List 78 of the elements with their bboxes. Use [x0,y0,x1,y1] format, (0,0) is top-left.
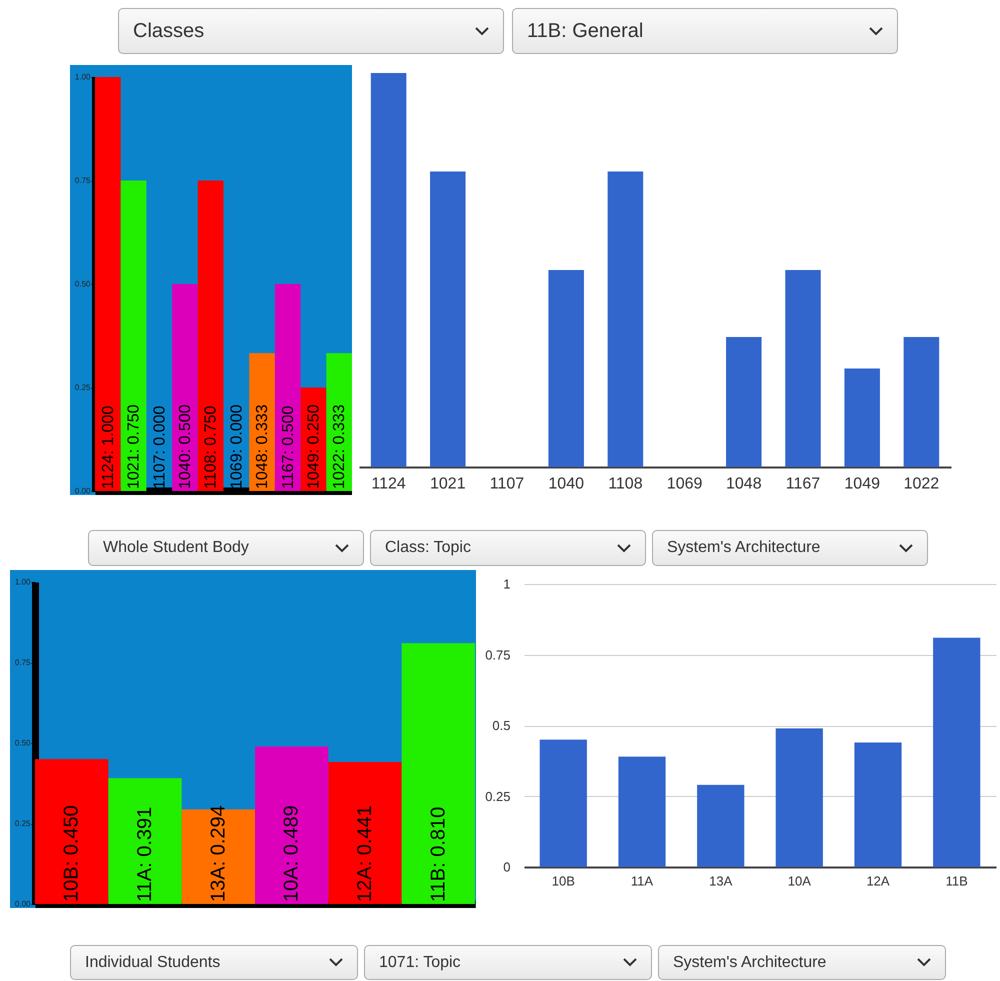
bar [854,742,902,867]
data-label: 10A: 0.489 [280,805,303,902]
bar [608,172,644,467]
bar [540,740,587,867]
bar [618,756,666,867]
y-tick-label: 0.25 [74,383,92,392]
bar [255,746,328,904]
x-tick-label: 1108 [608,476,643,492]
text: 1071: Topic [379,954,461,972]
text: System's Architecture [667,539,820,557]
data-label: 11A: 0.391 [134,806,156,902]
data-label: 1124: 1.000 [100,406,117,489]
x-tick-label: 11B [946,874,968,888]
data-label: 13A: 0.294 [207,805,230,902]
data-label: 1167: 0.500 [280,406,297,489]
x-tick-label: 11A [630,874,654,888]
bar [785,270,821,467]
bar [120,180,146,491]
x-tick-label: 13A [709,874,733,888]
bar [548,270,584,467]
bar [933,638,980,867]
y-tick-label: 1.00 [14,578,32,586]
bar [172,284,198,491]
bar [697,784,744,867]
y-tick-label: 0.50 [74,280,92,288]
data-label: 1048: 0.333 [254,404,272,489]
text: Individual Students [85,954,220,972]
bar [249,353,275,491]
data-label: 11B: 0.810 [427,806,450,902]
x-tick-label: 1022 [904,476,940,492]
x-tick-label: 1040 [548,476,584,492]
text: Class: Topic [385,539,471,557]
y-tick-label: 0.00 [74,486,92,496]
bar [108,778,182,904]
bar [198,180,224,491]
x-tick-label: 1107 [490,476,524,492]
y-tick-label: 0.5 [492,718,510,733]
y-tick-label: 0.75 [485,647,510,662]
bar [726,336,762,467]
y-tick-label: 1 [503,576,510,592]
y-tick-label: 0.75 [14,658,32,667]
data-label: 1108: 0.750 [202,406,220,489]
data-label: 1022: 0.333 [331,404,348,489]
text: 11B: General [527,20,644,42]
x-tick-label: 10B [552,874,575,888]
x-tick-label: 1167 [786,476,820,492]
bar [430,172,466,467]
bar [328,762,402,904]
x-tick-label: 1021 [430,476,466,492]
data-label: 12A: 0.441 [354,805,376,902]
x-tick-label: 1069 [666,476,702,492]
y-tick-label: 1.00 [74,72,92,82]
y-tick-label: 0.25 [485,788,510,804]
bar [402,643,475,904]
bar [844,368,880,467]
data-label: 1069: 0.000 [228,404,246,489]
y-tick-label: 0.75 [74,176,92,185]
bar [776,728,823,867]
y-tick-label: 0.00 [14,900,32,908]
y-tick-label: 0 [503,860,510,874]
bar [370,73,406,467]
bar [904,336,940,467]
data-label: 1049: 0.250 [305,404,322,489]
y-tick-label: 0.50 [14,738,32,748]
text: System's Architecture [673,954,826,972]
y-tick-label: 0.25 [14,819,32,828]
data-label: 1040: 0.500 [176,404,194,489]
x-tick-label: 1048 [726,476,762,492]
data-label: 1107: 0.000 [151,406,168,489]
bar [274,284,301,491]
data-label: 1021: 0.750 [126,404,143,489]
x-tick-label: 1049 [844,476,880,492]
x-tick-label: 10A [788,874,812,888]
x-tick-label: 1124 [371,476,406,492]
x-tick-label: 12A [866,874,890,888]
text: Whole Student Body [103,539,249,557]
text: Classes [133,20,204,42]
data-label: 10B: 0.450 [60,805,83,902]
